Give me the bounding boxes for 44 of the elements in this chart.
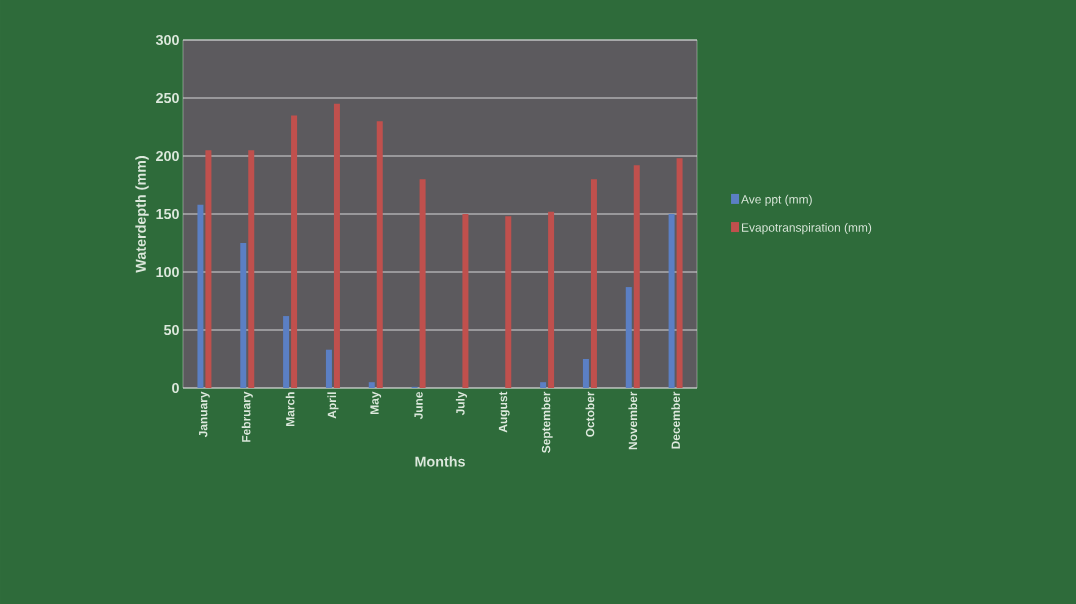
bar — [590, 179, 597, 388]
bar — [582, 358, 589, 388]
x-tick-label: October — [585, 391, 595, 437]
x-tick-label: May — [370, 391, 382, 414]
legend-label: Ave ppt (mm) — [741, 194, 812, 206]
x-tick-label: March — [285, 392, 295, 426]
bar — [248, 150, 255, 388]
x-axis-title: Months — [415, 456, 465, 467]
bar — [668, 213, 675, 388]
y-tick-label: 200 — [156, 150, 179, 162]
bar — [376, 121, 383, 388]
x-tick-label: February — [241, 391, 253, 442]
bar — [419, 179, 426, 388]
bar — [333, 103, 340, 388]
y-tick-label: 250 — [156, 92, 179, 104]
bar — [633, 165, 640, 388]
bar — [625, 287, 632, 388]
x-tick-label: June — [414, 391, 423, 420]
bar — [540, 382, 547, 388]
bar — [325, 349, 332, 388]
x-tick-label: July — [455, 391, 467, 416]
x-tick-label: September — [541, 391, 553, 453]
bar — [283, 316, 290, 388]
x-tick-label: November — [628, 391, 638, 450]
bar — [548, 211, 555, 388]
bar — [291, 115, 298, 388]
y-tick-label: 150 — [156, 208, 179, 220]
bar — [676, 158, 683, 388]
y-tick-label: 0 — [172, 382, 179, 394]
y-tick-label: 50 — [163, 324, 179, 336]
y-axis-title: Waterdepth (mm) — [135, 156, 149, 273]
bar — [368, 382, 375, 388]
y-tick-label: 300 — [155, 34, 179, 46]
legend-label: Evapotranspiration (mm) — [742, 222, 872, 235]
bar — [505, 216, 512, 388]
bar — [197, 204, 204, 388]
x-tick-label: December — [671, 391, 680, 449]
x-tick-label: August — [498, 391, 510, 433]
x-tick-label: January — [199, 391, 210, 438]
bar — [462, 213, 469, 388]
y-tick-label: 100 — [156, 266, 179, 278]
x-tick-label: April — [327, 392, 339, 419]
bar — [205, 150, 212, 388]
bar — [240, 242, 247, 388]
